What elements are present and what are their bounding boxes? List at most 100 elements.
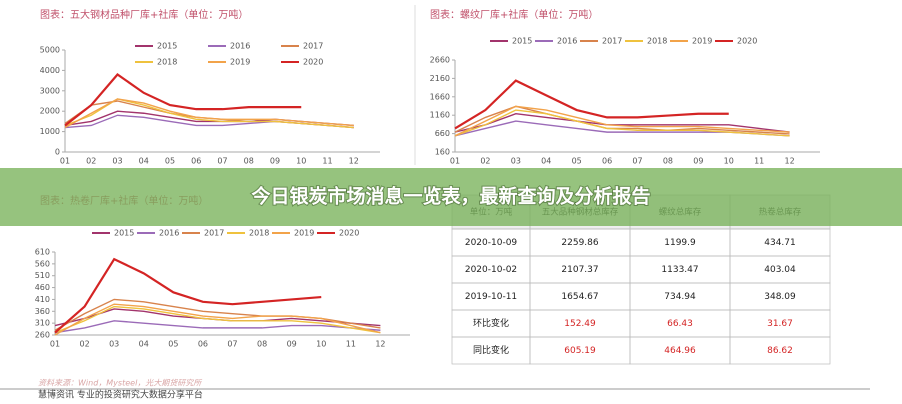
y-tick-label: 410 <box>35 295 50 304</box>
x-tick-label: 01 <box>450 157 460 166</box>
chart-title: 图表：螺纹厂库+社库（单位：万吨） <box>430 8 598 21</box>
legend-label: 2019 <box>294 229 314 238</box>
y-tick-label: 5000 <box>40 46 60 55</box>
x-tick-label: 06 <box>191 157 201 166</box>
banner-text: 今日银炭市场消息一览表，最新查询及分析报告 <box>250 185 650 208</box>
y-tick-label: 2160 <box>430 74 450 83</box>
series-line <box>454 109 790 137</box>
x-tick-label: 08 <box>663 157 673 166</box>
legend-label: 2015 <box>157 42 177 51</box>
legend-label: 2017 <box>204 229 224 238</box>
x-tick-label: 12 <box>349 157 359 166</box>
legend-label: 2015 <box>114 229 134 238</box>
series-line <box>454 79 729 130</box>
x-tick-label: 05 <box>168 340 178 349</box>
y-tick-label: 260 <box>35 331 50 340</box>
y-tick-label: 2000 <box>40 107 60 116</box>
x-tick-label: 02 <box>79 340 89 349</box>
table-text: 348.09 <box>764 292 796 302</box>
x-tick-label: 09 <box>287 340 297 349</box>
x-tick-label: 07 <box>632 157 642 166</box>
table-cell <box>729 336 831 365</box>
series-line <box>54 257 322 334</box>
x-tick-label: 04 <box>139 157 149 166</box>
table-text: 2020-10-02 <box>465 265 517 275</box>
y-tick-label: 1000 <box>40 127 60 136</box>
x-tick-label: 03 <box>112 157 122 166</box>
legend-label: 2019 <box>230 58 250 67</box>
legend-label: 2020 <box>737 37 757 46</box>
legend-label: 2019 <box>692 37 712 46</box>
series-line <box>54 320 381 334</box>
y-tick-label: 510 <box>35 271 50 280</box>
table-text: 1654.67 <box>561 292 598 302</box>
x-tick-label: 05 <box>165 157 175 166</box>
table-text: 605.19 <box>564 346 596 356</box>
table-text: 2259.86 <box>561 238 598 248</box>
x-tick-label: 10 <box>296 157 306 166</box>
x-tick-label: 03 <box>109 340 119 349</box>
table-text: 734.94 <box>664 292 696 302</box>
legend-label: 2020 <box>303 58 323 67</box>
y-tick-label: 2660 <box>430 56 450 65</box>
x-tick-label: 06 <box>198 340 208 349</box>
x-tick-label: 02 <box>480 157 490 166</box>
x-tick-label: 11 <box>754 157 764 166</box>
chart-title: 图表：五大钢材品种厂库+社库（单位：万吨） <box>40 8 248 21</box>
table-text: 2020-10-09 <box>465 238 518 248</box>
table-text: 31.67 <box>767 319 793 329</box>
y-tick-label: 310 <box>35 319 50 328</box>
x-tick-label: 11 <box>346 340 356 349</box>
x-tick-label: 06 <box>602 157 612 166</box>
table-text: 403.04 <box>764 265 796 275</box>
x-tick-label: 05 <box>572 157 582 166</box>
legend-label: 2018 <box>249 229 269 238</box>
x-tick-label: 04 <box>139 340 149 349</box>
table-text: 1199.9 <box>664 238 696 248</box>
table-text: 同比变化 <box>473 344 509 356</box>
x-tick-label: 01 <box>50 340 60 349</box>
x-tick-label: 12 <box>784 157 794 166</box>
y-tick-label: 360 <box>35 307 50 316</box>
table-text: 86.62 <box>767 346 793 356</box>
x-tick-label: 09 <box>693 157 703 166</box>
x-tick-label: 07 <box>227 340 237 349</box>
y-tick-label: 4000 <box>40 66 60 75</box>
table-text: 2019-10-11 <box>465 292 517 302</box>
footer: 慧博资讯 专业的投资研究大数据分享平台 <box>38 389 203 401</box>
y-tick-label: 560 <box>35 259 50 268</box>
y-tick-label: 460 <box>35 283 50 292</box>
legend-label: 2015 <box>512 37 532 46</box>
legend-label: 2017 <box>602 37 622 46</box>
x-tick-label: 10 <box>316 340 326 349</box>
legend-label: 2018 <box>647 37 667 46</box>
table-text: 464.96 <box>664 346 696 356</box>
table-text: 434.71 <box>764 238 796 248</box>
y-tick-label: 160 <box>435 148 450 157</box>
y-tick-label: 660 <box>435 129 450 138</box>
series-line <box>54 303 381 336</box>
series-line <box>454 105 790 137</box>
series-line <box>54 305 381 334</box>
x-tick-label: 01 <box>60 157 70 166</box>
y-tick-label: 3000 <box>40 86 60 95</box>
legend-label: 2016 <box>557 37 577 46</box>
y-tick-label: 0 <box>55 148 60 157</box>
legend-label: 2016 <box>159 229 179 238</box>
series-line <box>454 113 790 133</box>
x-tick-label: 12 <box>375 340 385 349</box>
x-tick-label: 07 <box>217 157 227 166</box>
series-line <box>64 73 302 127</box>
table-text: 1133.47 <box>661 265 698 275</box>
table-text: 152.49 <box>564 319 596 329</box>
x-tick-label: 10 <box>724 157 734 166</box>
x-tick-label: 03 <box>511 157 521 166</box>
y-tick-label: 1160 <box>430 111 450 120</box>
x-tick-label: 09 <box>270 157 280 166</box>
table-text: 66.43 <box>667 319 693 329</box>
legend-label: 2018 <box>157 58 177 67</box>
series-line <box>64 98 354 129</box>
table-text: 环比变化 <box>473 317 509 329</box>
banner-bg <box>0 168 902 226</box>
